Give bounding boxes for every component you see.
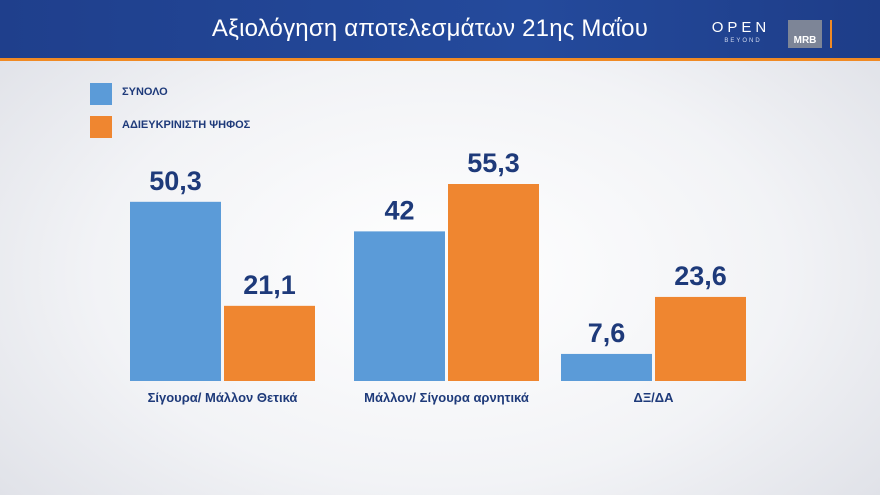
category-label-0: Σίγουρα/ Μάλλον Θετικά xyxy=(148,390,298,405)
bar-total-2 xyxy=(561,353,652,381)
value-label-total-0: 50,3 xyxy=(149,166,202,196)
category-label-2: ΔΞ/ΔΑ xyxy=(633,390,674,405)
bar-total-1 xyxy=(354,231,445,381)
bar-undecided-0 xyxy=(224,305,315,381)
legend-label-undecided: ΑΔΙΕΥΚΡΙΝΙΣΤΗ ΨΗΦΟΣ xyxy=(122,119,251,131)
legend-swatch-total xyxy=(90,83,112,105)
bar-undecided-1 xyxy=(448,184,539,381)
logo-divider xyxy=(830,20,832,48)
legend-label-total: ΣΥΝΟΛΟ xyxy=(122,86,168,98)
mrb-logo: MRB xyxy=(788,20,822,48)
value-label-undecided-1: 55,3 xyxy=(467,148,520,178)
bar-total-0 xyxy=(130,201,221,381)
page-title: Αξιολόγηση αποτελεσμάτων 21ης Μαΐου xyxy=(211,15,649,42)
open-logo: OPEN xyxy=(711,19,771,36)
value-label-total-2: 7,6 xyxy=(588,318,626,348)
legend-swatch-undecided xyxy=(90,116,112,138)
category-label-1: Μάλλον/ Σίγουρα αρνητικά xyxy=(364,390,529,405)
value-label-undecided-2: 23,6 xyxy=(674,261,727,291)
value-label-total-1: 42 xyxy=(384,195,414,225)
bar-undecided-2 xyxy=(655,296,746,381)
header-bar: Αξιολόγηση αποτελεσμάτων 21ης Μαΐου OPEN… xyxy=(0,0,880,61)
value-label-undecided-0: 21,1 xyxy=(243,270,296,300)
open-logo-tagline: BEYOND xyxy=(724,38,762,44)
